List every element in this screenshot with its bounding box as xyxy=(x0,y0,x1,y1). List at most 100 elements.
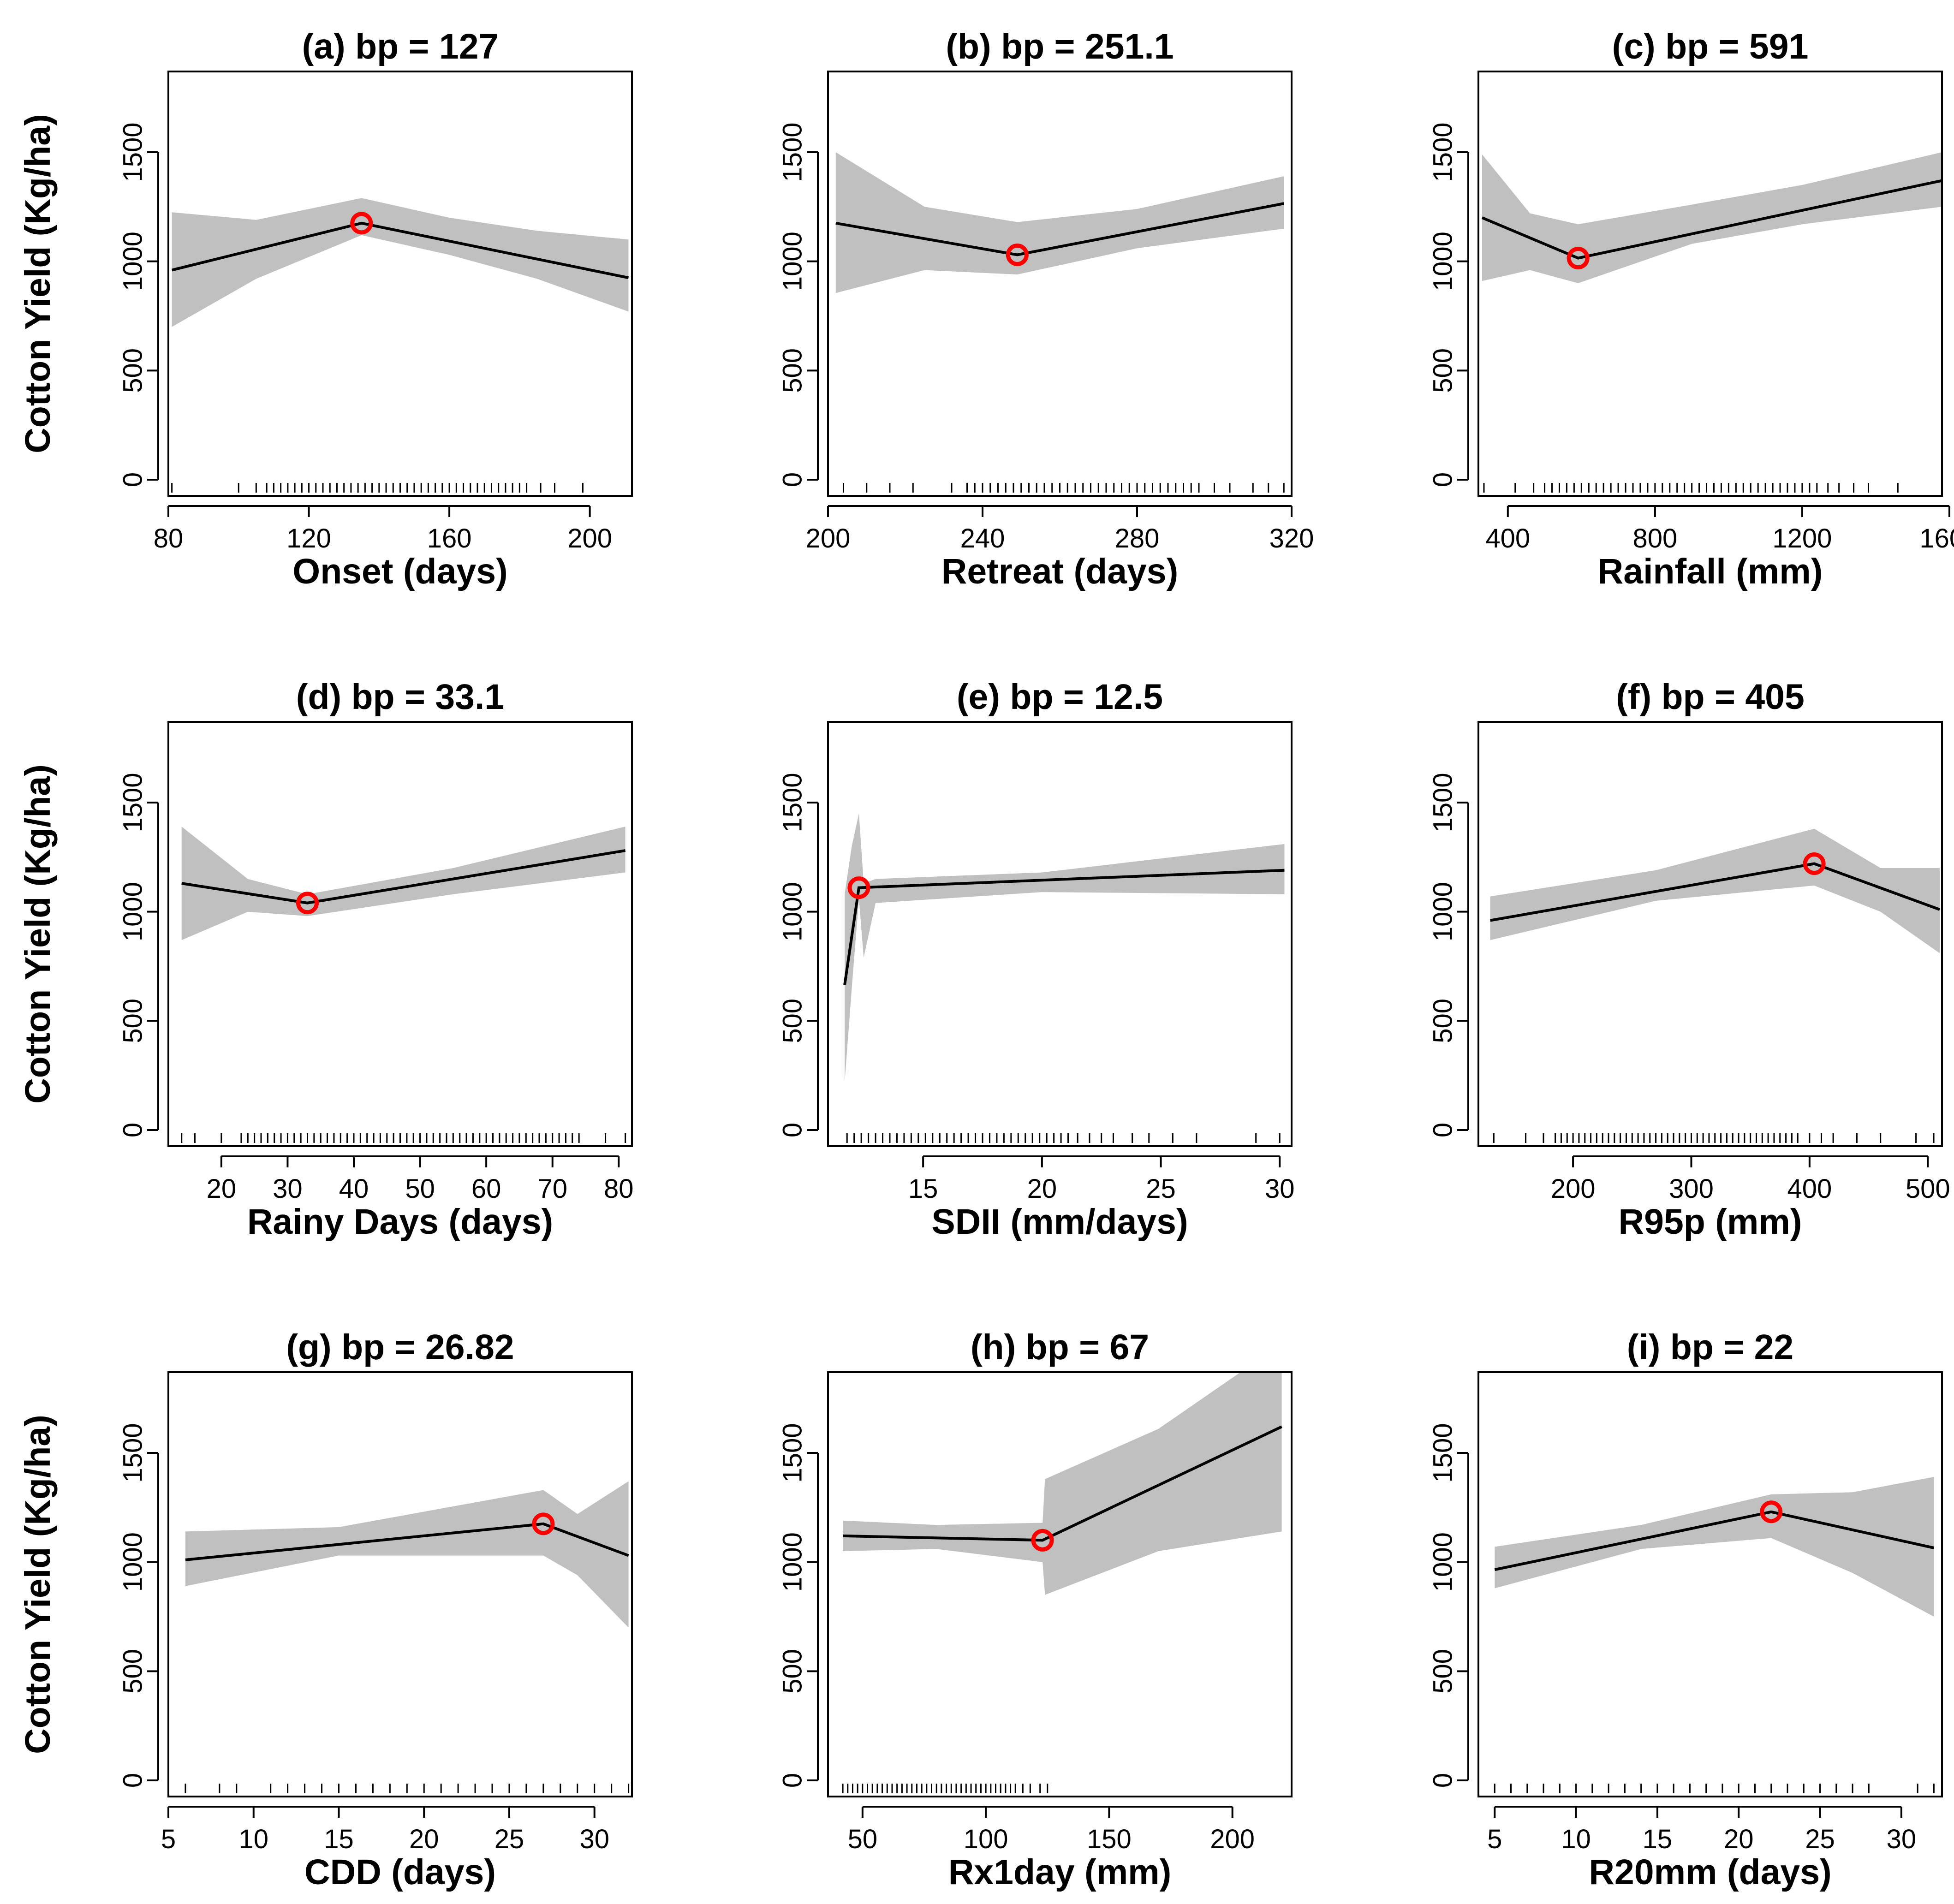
x-tick-label: 120 xyxy=(286,524,331,553)
x-tick-label: 50 xyxy=(848,1824,878,1854)
breakpoint-marker xyxy=(1031,1529,1054,1552)
chart-title: (h) bp = 67 xyxy=(971,1327,1149,1367)
x-tick-label: 100 xyxy=(964,1824,1008,1854)
plot-area xyxy=(1490,828,1940,1143)
y-tick-label: 1000 xyxy=(118,1532,148,1592)
x-tick-label: 5 xyxy=(1487,1824,1502,1854)
y-tick-label: 1500 xyxy=(778,773,808,832)
x-tick-label: 200 xyxy=(1210,1824,1255,1854)
chart-panel: 200 300 400 500 0 500 1000 1500 (f) bp = 405 R95p… xyxy=(1428,677,1950,1242)
y-tick-label: 1500 xyxy=(1428,773,1458,832)
x-tick-label: 10 xyxy=(1561,1824,1591,1854)
x-axis-label: R95p (mm) xyxy=(1619,1202,1802,1242)
x-tick-label: 160 xyxy=(427,524,472,553)
y-tick-label: 500 xyxy=(1428,348,1458,393)
x-tick-label: 200 xyxy=(806,524,851,553)
confidence-band xyxy=(1495,1477,1934,1617)
x-tick-label: 1600 xyxy=(1919,524,1954,553)
x-tick-label: 30 xyxy=(273,1174,303,1204)
x-tick-label: 400 xyxy=(1787,1174,1832,1204)
y-tick-label: 1500 xyxy=(778,122,808,182)
plot-frame xyxy=(167,721,633,1147)
plot-area xyxy=(1494,1477,1935,1793)
x-axis-label: SDII (mm/days) xyxy=(931,1202,1188,1242)
x-tick-label: 50 xyxy=(405,1174,435,1204)
chart-panel: 50 100 150 200 0 500 1000 1500 (h) bp = 67 Rx1day… xyxy=(778,1327,1293,1892)
confidence-band xyxy=(181,827,626,940)
x-tick-label: 240 xyxy=(960,524,1005,553)
x-tick-label: 1200 xyxy=(1772,524,1832,553)
x-axis-label: Rx1day (mm) xyxy=(948,1852,1172,1892)
chart-panel: 5 10 15 20 25 30 0 500 1000 1500 (i) bp = 22 R20mm … xyxy=(1428,1327,1943,1892)
y-tick-label: 1000 xyxy=(1428,882,1458,941)
chart-panel: 15 20 25 30 0 500 1000 1500 (e) bp = 12.5 SDII (m… xyxy=(778,677,1295,1242)
y-tick-label: 0 xyxy=(778,1773,808,1788)
plot-frame xyxy=(827,721,1293,1147)
fitted-line xyxy=(1481,179,1942,260)
x-axis-label: Retreat (days) xyxy=(941,552,1179,591)
fitted-line xyxy=(1490,862,1940,922)
y-axis-label: Cotton Yield (Kg/ha) xyxy=(18,114,58,453)
plot-frame xyxy=(167,71,633,497)
plot-frame xyxy=(1477,721,1943,1147)
y-tick-label: 1500 xyxy=(118,773,148,832)
x-tick-label: 80 xyxy=(154,524,184,553)
x-tick-label: 300 xyxy=(1669,1174,1714,1204)
y-tick-label: 500 xyxy=(778,1649,808,1694)
x-tick-label: 200 xyxy=(1551,1174,1596,1204)
y-tick-label: 500 xyxy=(118,999,148,1043)
x-tick-label: 20 xyxy=(207,1174,237,1204)
x-tick-label: 150 xyxy=(1087,1824,1132,1854)
plot-frame xyxy=(1477,1371,1943,1797)
x-tick-label: 400 xyxy=(1485,524,1530,553)
y-axis-label: Cotton Yield (Kg/ha) xyxy=(18,1415,58,1754)
y-tick-label: 1500 xyxy=(778,1423,808,1482)
chart-panel: 5 10 15 20 25 30 0 500 1000 1500 (g) bp = 26.82 CDD… xyxy=(18,1327,633,1892)
x-tick-label: 20 xyxy=(1027,1174,1057,1204)
breakpoint-marker xyxy=(296,892,319,915)
chart-title: (g) bp = 26.82 xyxy=(286,1327,514,1367)
plot-frame xyxy=(1477,71,1943,497)
confidence-band xyxy=(1482,152,1942,283)
chart-title: (e) bp = 12.5 xyxy=(957,677,1163,717)
x-tick-label: 200 xyxy=(567,524,612,553)
y-tick-label: 0 xyxy=(1428,1773,1458,1788)
fitted-line xyxy=(1494,1510,1935,1571)
confidence-band xyxy=(835,152,1284,293)
chart-title: (b) bp = 251.1 xyxy=(946,27,1174,66)
confidence-band xyxy=(843,1372,1282,1595)
x-axis-label: Rainy Days (days) xyxy=(247,1202,553,1242)
x-tick-label: 20 xyxy=(1724,1824,1754,1854)
x-tick-label: 30 xyxy=(1265,1174,1295,1204)
plot-area xyxy=(842,1372,1282,1793)
y-tick-label: 0 xyxy=(118,472,148,487)
breakpoint-marker xyxy=(1567,247,1590,270)
chart-panel: 20 30 40 50 60 70 80 0 500 1000 1500 (d) bp = 33.1 R… xyxy=(18,677,634,1242)
x-tick-label: 5 xyxy=(161,1824,176,1854)
x-tick-label: 80 xyxy=(604,1174,634,1204)
chart-panel: 200 240 280 320 0 500 1000 1500 (b) bp = 251.1 Re… xyxy=(778,27,1314,591)
y-tick-label: 500 xyxy=(1428,999,1458,1043)
plot-area xyxy=(185,1481,630,1793)
breakpoint-marker xyxy=(1803,852,1826,875)
confidence-band xyxy=(845,813,1285,1082)
y-tick-label: 1500 xyxy=(1428,122,1458,182)
fitted-line xyxy=(171,221,629,280)
y-tick-label: 0 xyxy=(778,472,808,487)
y-tick-label: 1000 xyxy=(118,882,148,941)
y-tick-label: 1500 xyxy=(118,1423,148,1482)
x-tick-label: 40 xyxy=(339,1174,369,1204)
y-tick-label: 500 xyxy=(778,999,808,1043)
plot-area xyxy=(835,152,1285,493)
breakpoint-marker xyxy=(1760,1500,1783,1523)
chart-title: (d) bp = 33.1 xyxy=(296,677,504,717)
chart-panel: 80 120 160 200 0 500 1000 1500 (a) bp = 127 Onset… xyxy=(18,27,633,591)
x-tick-label: 500 xyxy=(1906,1174,1950,1204)
breakpoint-marker xyxy=(350,212,373,235)
chart-panel: 400 800 1200 1600 0 500 1000 1500 (c) bp = 591 Ra… xyxy=(1428,27,1954,591)
y-tick-label: 0 xyxy=(1428,1123,1458,1137)
chart-title: (c) bp = 591 xyxy=(1612,27,1809,66)
fitted-line xyxy=(181,849,626,904)
y-tick-label: 500 xyxy=(118,1649,148,1694)
